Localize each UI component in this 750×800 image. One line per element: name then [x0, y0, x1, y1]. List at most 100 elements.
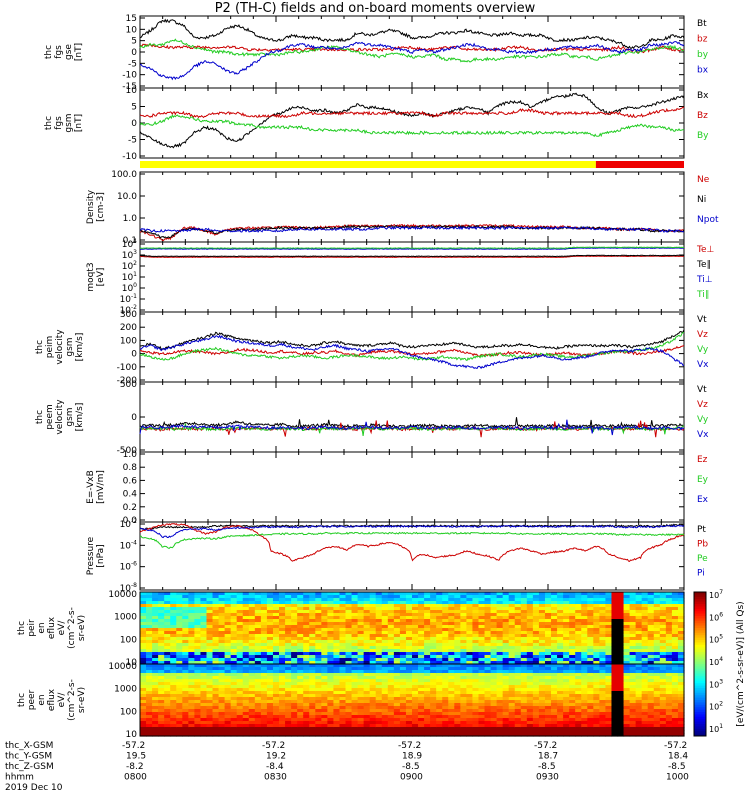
spectrogram-cell	[333, 616, 341, 620]
spectrogram-cell	[454, 649, 461, 653]
spectrogram-cell	[254, 664, 262, 668]
y-tick-label: 100.0	[111, 170, 137, 180]
spectrogram-cell	[254, 676, 262, 680]
spectrogram-cell	[659, 619, 667, 623]
spectrogram-cell	[436, 688, 443, 692]
spectrogram-cell	[520, 691, 528, 695]
spectrogram-cell	[629, 643, 637, 647]
spectrogram-cell	[182, 685, 189, 689]
spectrogram-cell	[460, 709, 467, 713]
spectrogram-cell	[569, 613, 576, 617]
spectrogram-cell	[182, 604, 189, 608]
spectrogram-cell	[206, 655, 214, 659]
spectrogram-cell	[520, 658, 528, 662]
spectrogram-cell	[315, 718, 322, 722]
spectrogram-cell	[514, 616, 522, 620]
spectrogram-cell	[158, 655, 165, 659]
spectrogram-cell	[230, 592, 238, 596]
spectrogram-cell	[158, 619, 165, 623]
spectrogram-cell	[478, 661, 486, 665]
spectrogram-cell	[617, 673, 625, 677]
spectrogram-cell	[146, 634, 153, 638]
spectrogram-cell	[140, 700, 147, 704]
spectrogram-cell	[412, 697, 419, 701]
spectrogram-cell	[146, 712, 153, 716]
spectrogram-cell	[647, 700, 655, 704]
spectrogram-cell	[569, 610, 576, 614]
spectrogram-cell	[230, 721, 238, 725]
spectrogram-cell	[254, 595, 262, 599]
spectrogram-cell	[544, 712, 552, 716]
spectrogram-cell	[520, 685, 528, 689]
spectrogram-cell	[412, 721, 419, 725]
spectrogram-cell	[466, 682, 474, 686]
spectrogram-cell	[291, 628, 298, 632]
spectrogram-cell	[575, 697, 582, 701]
spectrogram-cell	[321, 688, 328, 692]
spectrogram-cell	[279, 643, 286, 647]
spectrogram-cell	[418, 703, 425, 707]
spectrogram-cell	[490, 613, 498, 617]
spectrogram-cell	[448, 637, 455, 641]
spectrogram-cell	[291, 604, 298, 608]
spectrogram-cell	[526, 679, 534, 683]
spectrogram-cell	[418, 688, 425, 692]
spectrogram-cell	[345, 673, 353, 677]
spectrogram-cell	[599, 712, 607, 716]
spectrogram-cell	[635, 712, 643, 716]
spectrogram-cell	[605, 634, 613, 638]
spectrogram-cell	[327, 712, 335, 716]
spectrogram-cell	[303, 613, 310, 617]
spectrogram-cell	[563, 634, 570, 638]
spectrogram-cell	[623, 730, 631, 734]
spectrogram-cell	[309, 709, 316, 713]
spectrogram-cell	[405, 661, 413, 665]
spectrogram-cell	[484, 595, 492, 599]
spectrogram-cell	[520, 607, 528, 611]
spectrogram-cell	[569, 673, 576, 677]
spectrogram-cell	[303, 670, 310, 674]
spectrogram-cell	[617, 715, 625, 719]
spectrogram-cell	[309, 619, 316, 623]
spectrogram-cell	[593, 595, 600, 599]
spectrogram-cell	[158, 601, 165, 605]
spectrogram-cell	[478, 703, 486, 707]
spectrogram-cell	[266, 709, 274, 713]
spectrogram-cell	[266, 706, 274, 710]
y-tick-exponent: 1	[133, 271, 137, 278]
spectrogram-cell	[279, 676, 286, 680]
spectrogram-cell	[502, 709, 510, 713]
spectrogram-cell	[279, 682, 286, 686]
spectrogram-cell	[617, 607, 625, 611]
spectrogram-cell	[170, 628, 177, 632]
y-tick-label: 0.2	[123, 503, 137, 513]
spectrogram-cell	[363, 595, 371, 599]
spectrogram-cell	[272, 697, 280, 701]
spectrogram-cell	[279, 613, 286, 617]
spectrogram-cell	[315, 676, 322, 680]
spectrogram-cell	[442, 685, 449, 689]
spectrogram-cell	[454, 694, 461, 698]
spectrogram-cell	[176, 730, 183, 734]
spectrogram-cell	[526, 685, 534, 689]
spectrogram-cell	[430, 721, 437, 725]
spectrogram-cell	[557, 601, 564, 605]
spectrogram-cell	[170, 706, 177, 710]
spectrogram-cell	[152, 604, 159, 608]
spectrogram-cell	[575, 601, 582, 605]
legend-entry: Vt	[697, 385, 707, 395]
spectrogram-cell	[375, 676, 383, 680]
spectrogram-cell	[520, 619, 528, 623]
spectrogram-cell	[424, 688, 431, 692]
spectrogram-cell	[357, 625, 365, 629]
spectrogram-cell	[514, 625, 522, 629]
spectrogram-cell	[146, 637, 153, 641]
spectrogram-cell	[345, 616, 353, 620]
spectrogram-cell	[412, 652, 419, 656]
spectrogram-cell	[490, 709, 498, 713]
spectrogram-cell	[575, 685, 582, 689]
spectrogram-cell	[454, 727, 461, 731]
spectrogram-cell	[321, 667, 328, 671]
spectrogram-cell	[575, 607, 582, 611]
spectrogram-cell	[242, 733, 250, 737]
